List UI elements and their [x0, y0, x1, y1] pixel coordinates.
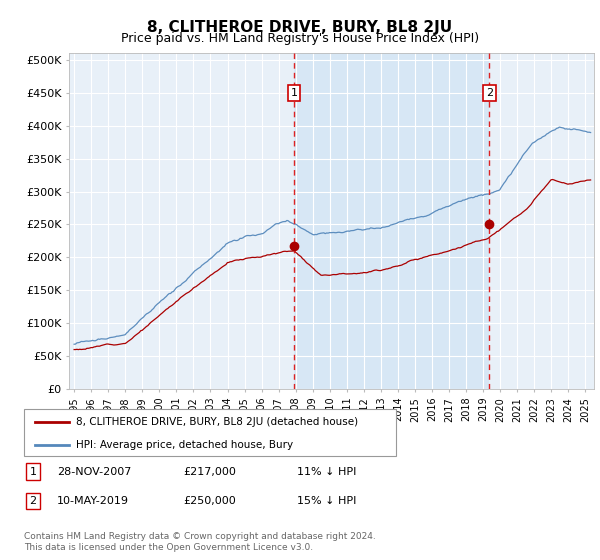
Text: Contains HM Land Registry data © Crown copyright and database right 2024.
This d: Contains HM Land Registry data © Crown c…: [24, 532, 376, 552]
Text: 1: 1: [29, 466, 37, 477]
Text: 1: 1: [290, 88, 298, 98]
Text: HPI: Average price, detached house, Bury: HPI: Average price, detached house, Bury: [76, 440, 293, 450]
Text: 8, CLITHEROE DRIVE, BURY, BL8 2JU: 8, CLITHEROE DRIVE, BURY, BL8 2JU: [148, 20, 452, 35]
Text: 10-MAY-2019: 10-MAY-2019: [57, 496, 129, 506]
Bar: [294, 53, 490, 389]
Text: 8, CLITHEROE DRIVE, BURY, BL8 2JU (detached house): 8, CLITHEROE DRIVE, BURY, BL8 2JU (detac…: [76, 417, 358, 427]
Text: £217,000: £217,000: [183, 466, 236, 477]
Text: 28-NOV-2007: 28-NOV-2007: [57, 466, 131, 477]
Text: 2: 2: [29, 496, 37, 506]
FancyBboxPatch shape: [24, 409, 396, 456]
Text: 15% ↓ HPI: 15% ↓ HPI: [297, 496, 356, 506]
Text: £250,000: £250,000: [183, 496, 236, 506]
Text: 2: 2: [486, 88, 493, 98]
Text: Price paid vs. HM Land Registry's House Price Index (HPI): Price paid vs. HM Land Registry's House …: [121, 32, 479, 45]
Text: 11% ↓ HPI: 11% ↓ HPI: [297, 466, 356, 477]
